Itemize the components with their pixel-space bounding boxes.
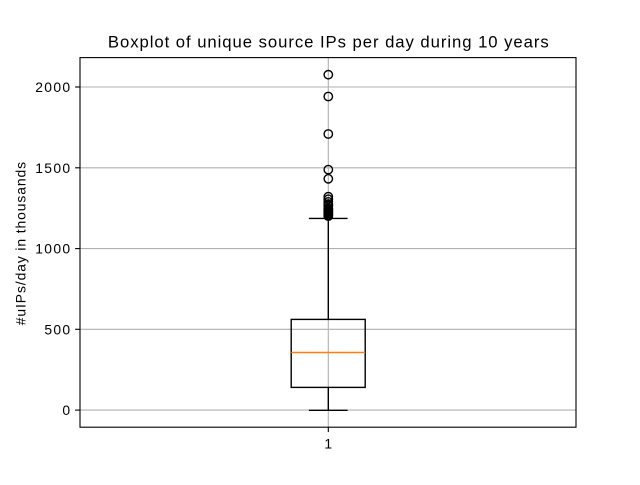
svg-text:500: 500 [44,321,71,337]
svg-text:Boxplot of unique source IPs p: Boxplot of unique source IPs per day dur… [108,33,550,52]
svg-text:1: 1 [324,435,332,451]
svg-text:1500: 1500 [35,160,71,176]
svg-text:#uIPs/day in thousands: #uIPs/day in thousands [13,161,29,325]
svg-text:1000: 1000 [35,241,71,257]
svg-text:2000: 2000 [35,79,71,95]
svg-text:0: 0 [62,402,71,418]
